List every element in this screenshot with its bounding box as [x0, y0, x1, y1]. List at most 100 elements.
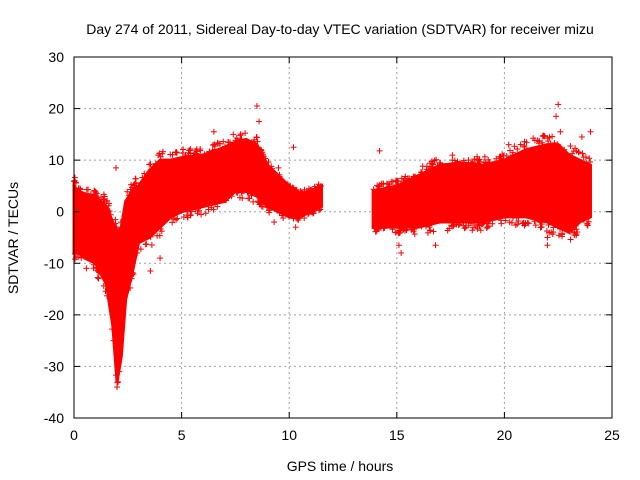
data-point [316, 205, 323, 212]
data-point [266, 209, 273, 216]
data-point [444, 227, 451, 234]
data-point [93, 194, 100, 201]
data-point [290, 185, 297, 192]
data-point [411, 226, 418, 233]
data-point [205, 206, 212, 213]
data-point [308, 187, 315, 194]
data-point [134, 245, 141, 252]
data-point [71, 250, 78, 257]
data-point [130, 270, 137, 277]
data-point [572, 222, 579, 229]
outlier-point [116, 368, 123, 375]
outlier-point [256, 118, 263, 125]
data-point [508, 219, 515, 226]
data-point [104, 292, 111, 299]
data-point [201, 151, 208, 158]
data-point [179, 146, 186, 153]
y-axis-label: SDTVAR / TECUs [5, 182, 21, 294]
data-point [427, 163, 434, 170]
data-point [549, 133, 556, 140]
data-point [113, 372, 120, 379]
data-point [211, 141, 218, 148]
data-point [456, 221, 463, 228]
data-point [105, 202, 112, 209]
plot-frame [73, 56, 613, 419]
data-point [228, 193, 235, 200]
data-point [157, 225, 164, 232]
data-point [156, 232, 163, 239]
data-point [419, 169, 426, 176]
data-point [402, 173, 409, 180]
data-point [584, 222, 591, 229]
data-point [195, 207, 202, 214]
data-point [475, 219, 482, 226]
data-point [543, 228, 550, 235]
data-point [477, 227, 484, 234]
data-point [453, 219, 460, 226]
outlier-point [578, 133, 585, 140]
data-point [117, 219, 124, 226]
data-point [554, 141, 561, 148]
data-point [312, 185, 319, 192]
x-tick-label: 10 [281, 427, 297, 443]
data-point [83, 265, 90, 272]
data-point [377, 224, 384, 231]
data-point [538, 221, 545, 228]
data-point [157, 153, 164, 160]
data-point [202, 210, 209, 217]
data-point [187, 212, 194, 219]
data-point [551, 139, 558, 146]
chart-title: Day 274 of 2011, Sidereal Day-to-day VTE… [86, 21, 594, 37]
data-point [374, 226, 381, 233]
data-point [286, 213, 293, 220]
data-point [580, 154, 587, 161]
data-point [532, 222, 539, 229]
outlier-point [290, 144, 297, 151]
data-point [159, 150, 166, 157]
data-point [187, 145, 194, 152]
outlier-point [553, 113, 560, 120]
data-point [95, 275, 102, 282]
data-point [559, 233, 566, 240]
data-point [234, 137, 241, 144]
data-point [107, 211, 114, 218]
data-point [90, 261, 97, 268]
data-point [223, 197, 230, 204]
data-point [511, 143, 518, 150]
data-point [280, 215, 287, 222]
data-point [454, 158, 461, 165]
outlier-point [271, 219, 278, 226]
data-point [463, 219, 470, 226]
data-point [404, 224, 411, 231]
data-point [539, 133, 546, 140]
data-point [220, 138, 227, 145]
data-point [545, 221, 552, 228]
x-tick-label: 0 [70, 427, 78, 443]
data-point [571, 231, 578, 238]
data-point [245, 189, 252, 196]
data-point [78, 254, 85, 261]
data-point [197, 146, 204, 153]
data-point [531, 218, 538, 225]
data-point [418, 223, 425, 230]
data-point [310, 208, 317, 215]
data-point [289, 184, 296, 191]
data-point [572, 145, 579, 152]
data-point [294, 215, 301, 222]
data-point [191, 152, 198, 159]
data-point [587, 158, 594, 165]
outlier-point [587, 128, 594, 135]
grid-lines [74, 57, 612, 418]
outlier-point [557, 128, 564, 135]
data-point [584, 221, 591, 228]
data-point [425, 167, 432, 174]
data-points [71, 101, 594, 391]
data-point [96, 269, 103, 276]
data-point [370, 186, 377, 193]
data-point [301, 215, 308, 222]
data-point [398, 175, 405, 182]
data-point [317, 206, 324, 213]
data-point [389, 226, 396, 233]
data-point [217, 140, 224, 147]
